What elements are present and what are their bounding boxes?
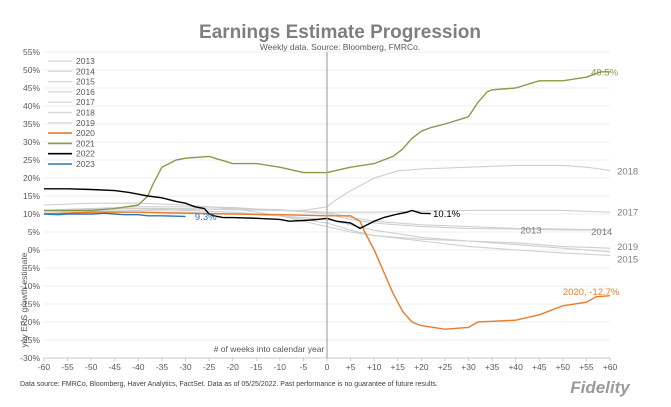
x-tick-label: +40 (508, 362, 523, 372)
series-line-2013 (43, 208, 611, 231)
legend-label-2015: 2015 (76, 77, 95, 87)
y-tick-label: 30% (23, 137, 40, 147)
x-tick-label: 0 (325, 362, 330, 372)
x-tick-label: +50 (556, 362, 571, 372)
annotations: 49.5% 2018 10.1% 9.3% 2017 2013 2014 2019 2015 20… (195, 67, 638, 298)
y-tick-label: 10% (23, 209, 40, 219)
legend-label-2016: 2016 (76, 87, 95, 97)
x-tick-label: -40 (132, 362, 145, 372)
x-tick-label: -30 (179, 362, 192, 372)
x-tick-label: +60 (603, 362, 618, 372)
y-tick-label: -15% (20, 299, 40, 309)
x-tick-label: -35 (156, 362, 169, 372)
axis-layer: -30% -25% -20% -15% -10% -5% 0% 5% 10% 15% 20% 25% 3… (20, 47, 617, 372)
x-tick-label: +10 (367, 362, 382, 372)
y-tick-label: 55% (23, 47, 40, 57)
x-tick-label: -5 (300, 362, 308, 372)
series-line-2022 (44, 188, 431, 230)
y-tick-label: -20% (20, 317, 40, 327)
legend: 2013201420152016201720182019202020212022… (48, 56, 95, 169)
y-tick-label: 25% (23, 155, 40, 165)
legend-label-2019: 2019 (76, 118, 95, 128)
legend-label-2014: 2014 (76, 66, 95, 76)
legend-label-2018: 2018 (76, 108, 95, 118)
x-axis-label: # of weeks into calendar year (214, 344, 325, 354)
series-line-2021 (44, 71, 610, 212)
annotation-label: 10.1% (433, 209, 460, 220)
y-axis-label: yoy EPS growth estimate (19, 252, 29, 347)
series-line-2018 (43, 164, 611, 211)
y-tick-label: -30% (20, 353, 40, 363)
legend-label-2013: 2013 (76, 56, 95, 66)
y-tick-label: -5% (25, 263, 41, 273)
x-tick-label: +45 (532, 362, 547, 372)
legend-label-2021: 2021 (76, 138, 95, 148)
x-tick-label: +30 (461, 362, 476, 372)
x-tick-label: -50 (85, 362, 98, 372)
source-note: Data source: FMRCo, Bloomberg, Haver Ana… (20, 381, 438, 388)
y-tick-label: 15% (23, 191, 40, 201)
x-tick-label: -55 (61, 362, 74, 372)
x-tick-label: -45 (109, 362, 122, 372)
y-tick-label: 0% (28, 245, 41, 255)
annotation-label: 2013 (520, 226, 541, 237)
y-tick-label: 35% (23, 119, 40, 129)
y-tick-label: 20% (23, 173, 40, 183)
x-tick-label: -25 (203, 362, 216, 372)
legend-label-2020: 2020 (76, 128, 95, 138)
legend-label-2023: 2023 (76, 159, 95, 169)
chart-title: Earnings Estimate Progression (199, 22, 481, 43)
x-tick-label: -60 (38, 362, 51, 372)
annotation-label: 9.3% (195, 212, 217, 223)
fidelity-logo: Fidelity (570, 378, 631, 397)
legend-label-2022: 2022 (76, 149, 95, 159)
series-line-2020 (43, 211, 611, 330)
x-tick-label: +15 (391, 362, 406, 372)
x-tick-label: +35 (485, 362, 500, 372)
x-tick-label: +5 (346, 362, 356, 372)
x-tick-label: +20 (414, 362, 429, 372)
series-layer (43, 71, 611, 330)
y-tick-label: 5% (28, 227, 41, 237)
y-tick-label: -25% (20, 335, 40, 345)
annotation-label: 2014 (591, 227, 612, 238)
annotation-label: 2015 (617, 255, 638, 266)
x-tick-label: -15 (250, 362, 263, 372)
x-tick-label: -10 (274, 362, 287, 372)
series-line-2023 (43, 212, 186, 218)
y-tick-label: -10% (20, 281, 40, 291)
annotation-label: 2020, -12.7% (563, 287, 620, 298)
x-tick-label: +55 (579, 362, 594, 372)
legend-label-2017: 2017 (76, 97, 95, 107)
series-line-2014 (43, 206, 611, 231)
annotation-label: 2018 (617, 166, 638, 177)
x-tick-label: +25 (438, 362, 453, 372)
y-tick-label: 40% (23, 101, 40, 111)
series-line-2016 (43, 202, 611, 253)
x-tick-label: -20 (227, 362, 240, 372)
y-tick-label: 50% (23, 65, 40, 75)
annotation-label: 49.5% (591, 67, 618, 78)
annotation-label: 2017 (617, 208, 638, 219)
annotation-label: 2019 (617, 242, 638, 253)
chart-subtitle: Weekly data. Source: Bloomberg, FMRCo. (260, 42, 420, 52)
y-tick-label: 45% (23, 83, 40, 93)
